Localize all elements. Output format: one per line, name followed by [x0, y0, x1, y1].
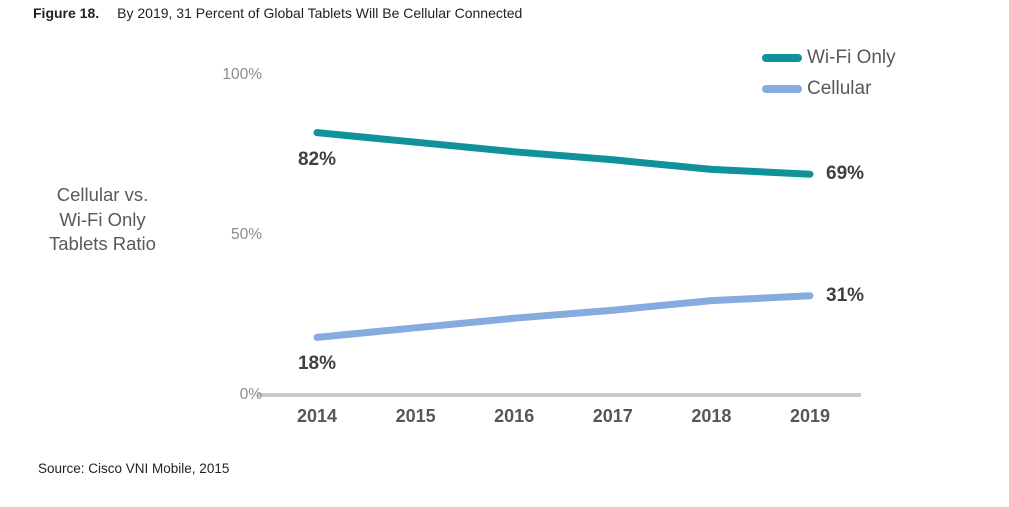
data-point-label: 18%: [297, 353, 337, 375]
x-tick-label: 2015: [395, 406, 436, 426]
source-note: Source: Cisco VNI Mobile, 2015: [38, 461, 230, 476]
y-tick-label: 0%: [239, 386, 262, 403]
legend-item: Cellular: [762, 73, 896, 104]
wifi-only-line: [313, 129, 814, 178]
y-axis-title: Cellular vs. Wi-Fi Only Tablets Ratio: [25, 183, 180, 257]
legend-label: Wi-Fi Only: [807, 46, 896, 68]
x-tick-label: 2014: [296, 406, 338, 426]
legend-line-marker: [762, 84, 802, 93]
figure-label: Figure 18.: [33, 5, 100, 21]
y-axis-title-line: Tablets Ratio: [49, 233, 156, 254]
x-tick-label: 2019: [789, 406, 831, 426]
y-tick-label: 50%: [230, 226, 262, 243]
x-tick-label: 2016: [494, 406, 535, 426]
data-point-label: 31%: [826, 284, 865, 306]
figure-caption: By 2019, 31 Percent of Global Tablets Wi…: [117, 5, 523, 21]
legend-item: Wi-Fi Only: [762, 42, 896, 73]
x-tick-label: 2018: [691, 406, 732, 426]
y-tick-label: 100%: [222, 66, 262, 83]
data-point-label: 69%: [826, 163, 865, 185]
cellular-line: [313, 292, 814, 341]
legend-label: Cellular: [807, 77, 872, 99]
x-tick-label: 2017: [592, 406, 633, 426]
y-axis-title-line: Wi-Fi Only: [59, 208, 146, 230]
data-point-label: 82%: [297, 148, 337, 170]
y-axis-title-line: Cellular vs.: [56, 184, 149, 205]
legend-line-marker: [762, 53, 802, 62]
figure-title: Figure 18. By 2019, 31 Percent of Global …: [33, 5, 522, 21]
chart-legend: Wi-Fi Only Cellular: [762, 42, 896, 104]
